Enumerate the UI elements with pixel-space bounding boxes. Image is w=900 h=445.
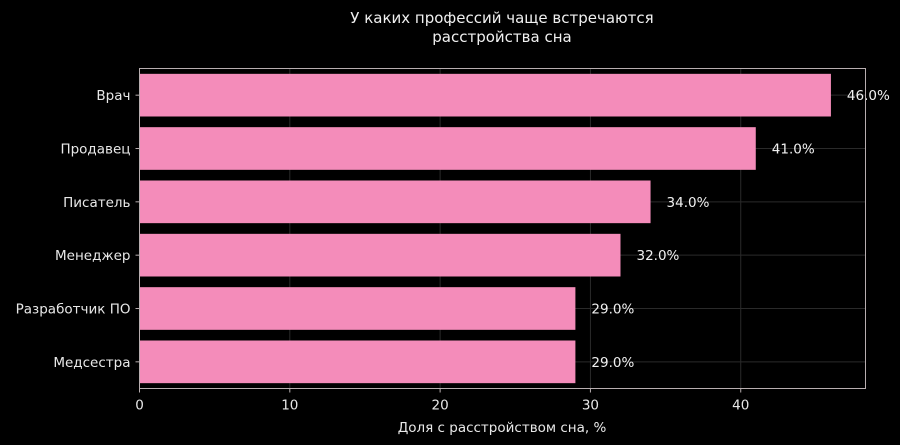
bar [139, 287, 576, 330]
y-axis-tick-labels: Врач Продавец Писатель Менеджер Разработчик … [16, 88, 140, 371]
bar-value-label: 46.0% [847, 88, 890, 104]
chart-title-line-1: У каких профессий чаще встречаются [350, 9, 653, 27]
y-tick-label: Медсестра [53, 355, 130, 371]
bar-value-label: 41.0% [772, 142, 815, 158]
y-tick-label: Менеджер [55, 248, 130, 264]
bar-value-label: 29.0% [591, 302, 634, 318]
chart-title-line-2: расстройства сна [432, 28, 571, 46]
plot-frame [139, 68, 866, 389]
x-tick-label: 10 [281, 398, 298, 414]
bar [139, 180, 651, 224]
bar-value-label: 29.0% [591, 355, 634, 371]
bar [139, 233, 621, 277]
x-tick-label: 20 [432, 398, 449, 414]
x-tick-label: 0 [135, 398, 144, 414]
x-tick-label: 40 [732, 398, 749, 414]
y-tick-label: Врач [96, 88, 130, 104]
y-tick-label: Писатель [63, 195, 130, 211]
value-labels: 46.0% 41.0% 34.0% 32.0% 29.0% 29.0% [591, 88, 890, 371]
y-tick-label: Продавец [60, 142, 130, 158]
bars [139, 73, 831, 384]
x-tick-label: 30 [582, 398, 599, 414]
bar-value-label: 34.0% [667, 195, 710, 211]
bar [139, 340, 576, 384]
bar-value-label: 32.0% [636, 248, 679, 264]
y-tick-label: Разработчик ПО [16, 302, 131, 318]
bar [139, 127, 756, 170]
bar [139, 73, 831, 117]
x-axis-ticks: 0 10 20 30 40 [135, 388, 749, 414]
x-axis-label: Доля с расстройством сна, % [398, 420, 607, 436]
